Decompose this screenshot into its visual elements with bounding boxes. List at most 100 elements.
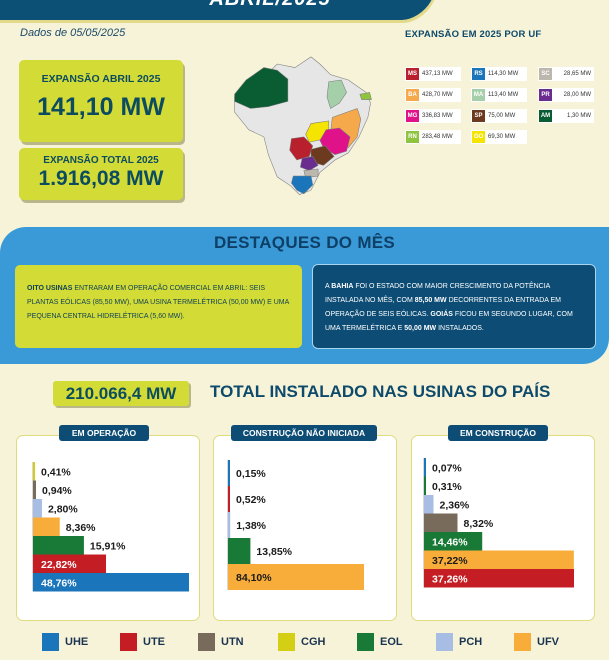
legend-label: UFV [537, 636, 559, 648]
uf-item-pr: PR 28,00 MW [538, 88, 594, 102]
highlight-bold: 85,50 MW [414, 297, 447, 304]
bar-label: 14,46% [432, 536, 468, 548]
legend-label: PCH [459, 636, 483, 648]
uf-value: 336,83 MW [422, 113, 453, 119]
expansion-total-card: EXPANSÃO TOTAL 2025 1.916,08 MW [19, 148, 183, 200]
bar-ufv [33, 517, 60, 536]
uf-badge: MA [472, 89, 485, 101]
uf-value: 113,40 MW [488, 92, 519, 98]
uf-value: 428,70 MW [422, 92, 453, 98]
expansion-month-label: EXPANSÃO ABRIL 2025 [41, 73, 161, 85]
highlight-card-plants: OITO USINAS ENTRARAM EM OPERAÇÃO COMERCI… [15, 265, 302, 348]
highlight-bold: BAHIA [331, 283, 354, 290]
legend: UHE UTE UTN CGH EOL PCH UFV [0, 633, 609, 651]
bar-uhe [33, 573, 189, 592]
uf-value: 437,13 MW [422, 71, 453, 77]
uf-badge: SC [539, 68, 552, 80]
map-state-sc [303, 168, 319, 179]
uf-value: 1,30 MW [566, 113, 591, 119]
bar-label: 1,38% [236, 520, 266, 532]
bar-label: 2,36% [440, 499, 470, 511]
uf-badge: BA [406, 89, 419, 101]
legend-label: EOL [380, 636, 403, 648]
uf-item-sc: SC 28,65 MW [538, 67, 594, 81]
chart-title-operation: EM OPERAÇÃO [59, 425, 149, 441]
legend-label: UHE [65, 636, 89, 648]
bar-label: 0,94% [42, 485, 72, 497]
highlight-bold: 50,00 MW [404, 325, 437, 332]
bar-label: 84,10% [236, 572, 272, 584]
highlight-card-states: A BAHIA FOI O ESTADO COM MAIOR CRESCIMEN… [312, 264, 596, 349]
expansion-total-label: EXPANSÃO TOTAL 2025 [43, 155, 159, 166]
uf-item-ms: MS 437,13 MW [405, 67, 461, 81]
map-state-mg [319, 127, 351, 155]
map-state-rs [291, 175, 314, 195]
uf-item-am: AM 1,30 MW [538, 109, 594, 123]
legend-item-ufv: UFV [514, 633, 559, 651]
legend-item-pch: PCH [436, 633, 482, 651]
uf-item-ma: MA 113,40 MW [471, 88, 527, 102]
bar-label: 13,85% [256, 546, 292, 558]
uf-expansion-title: EXPANSÃO EM 2025 POR UF [405, 29, 542, 40]
legend-swatch [120, 633, 137, 651]
bar-label: 2,80% [48, 503, 78, 515]
data-date: Dados de 05/05/2025 [20, 27, 126, 39]
legend-item-ute: UTE [120, 633, 165, 651]
legend-swatch [357, 633, 374, 651]
bar-utn [33, 480, 37, 499]
uf-item-go: GO 69,30 MW [471, 130, 527, 144]
legend-item-uhe: UHE [42, 633, 88, 651]
expansion-month-value: 141,10 MW [37, 93, 165, 121]
highlights-title: DESTAQUES DO MÊS [213, 233, 396, 252]
chart-panel-construction: 0,07% 0,31% 2,36% 8,32% 14,46% 37,22% 37,26% [411, 435, 595, 621]
legend-label: UTE [143, 636, 165, 648]
highlight-text: FICOU EM SEGUNDO LUGAR, COM UMA TERMELÉT… [325, 311, 573, 332]
uf-badge: AM [539, 110, 552, 122]
highlight-text: A [325, 283, 332, 290]
bar-eol [424, 476, 426, 495]
uf-value: 114,30 MW [488, 71, 519, 77]
uf-value: 28,65 MW [563, 71, 591, 77]
legend-swatch [42, 633, 59, 651]
legend-swatch [436, 633, 453, 651]
uf-badge: SP [472, 110, 485, 122]
uf-badge: GO [472, 131, 485, 143]
bar-ute [33, 554, 107, 573]
bar-cgh [33, 462, 35, 481]
bar-uhe [228, 460, 230, 486]
uf-item-rn: RN 283,48 MW [405, 130, 461, 144]
highlight-text: INSTALADOS. [436, 325, 484, 332]
map-state-rn [359, 92, 372, 100]
bar-label: 37,22% [432, 555, 468, 567]
map-state-ma [326, 79, 347, 109]
chart-operation: 0,41% 0,94% 2,80% 8,36% 15,91% 22,82% 48,76% [32, 462, 189, 592]
bar-label: 8,36% [66, 522, 96, 534]
highlight-text: FOI O ESTADO COM MAIOR CRESCIMENTO DA PO… [325, 283, 550, 304]
uf-value: 75,00 MW [488, 113, 516, 119]
chart-not-started: 0,15% 0,52% 1,38% 13,85% 84,10% [227, 460, 364, 590]
bar-pch [228, 512, 231, 538]
bar-ute [228, 486, 230, 512]
bar-label: 37,26% [432, 573, 468, 585]
chart-title-not-started: CONSTRUÇÃO NÃO INICIADA [231, 425, 377, 441]
chart-panel-operation: 0,41% 0,94% 2,80% 8,36% 15,91% 22,82% 48,76% [16, 435, 200, 621]
bar-label: 0,41% [41, 466, 71, 478]
bar-ute [424, 569, 574, 588]
bar-ufv [228, 564, 364, 590]
uf-badge: RS [472, 68, 485, 80]
uf-item-ba: BA 428,70 MW [405, 88, 461, 102]
bar-label: 8,32% [463, 518, 493, 530]
bar-pch [33, 499, 42, 518]
map-state-pr [300, 156, 319, 171]
bar-label: 48,76% [41, 577, 77, 589]
legend-label: UTN [221, 636, 244, 648]
bar-label: 0,15% [236, 468, 266, 480]
uf-value: 283,48 MW [422, 134, 453, 140]
bar-label: 15,91% [90, 540, 126, 552]
uf-badge: MS [406, 68, 419, 80]
bar-ufv [424, 550, 574, 569]
uf-badge: MG [406, 110, 419, 122]
map-state-am [234, 67, 289, 109]
chart-title-construction: EM CONSTRUÇÃO [448, 425, 548, 441]
bar-pch [424, 495, 434, 514]
